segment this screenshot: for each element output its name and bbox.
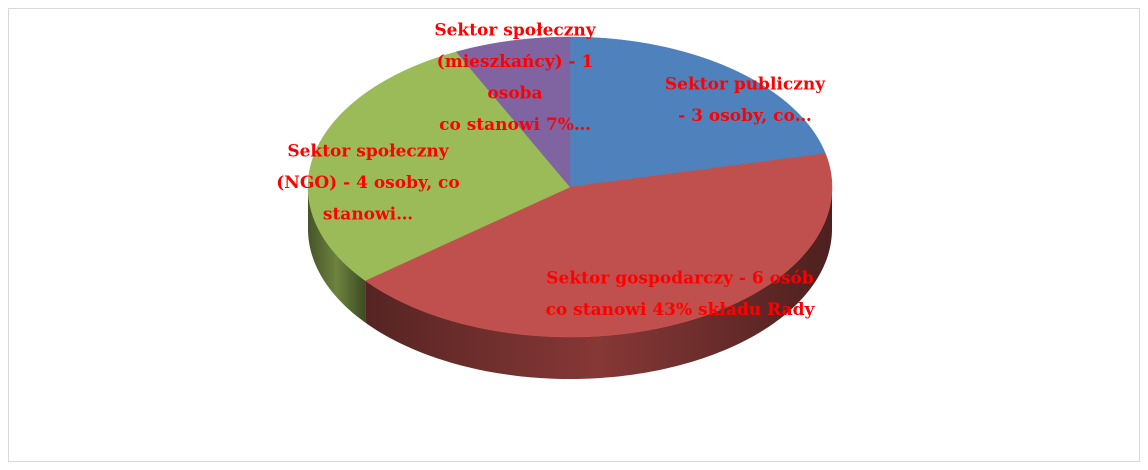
slice [455, 36, 571, 188]
data-label: Sektor gospodarczy - 6 osób [546, 269, 814, 289]
data-label: - 3 osoby, co… [678, 106, 812, 126]
data-label: osoba [487, 84, 542, 104]
slice [307, 51, 571, 281]
slice [569, 36, 826, 188]
data-label: (NGO) - 4 osoby, co [276, 173, 460, 193]
data-label: Sektor społeczny [287, 142, 449, 162]
data-label: Sektor społeczny [434, 21, 596, 41]
slice-side [308, 187, 366, 323]
slice [364, 153, 833, 338]
data-label: Sektor publiczny [665, 75, 826, 95]
data-label: (mieszkańcy) - 1 [437, 52, 594, 72]
data-label: stanowi… [323, 205, 413, 225]
data-label: co stanowi 7%… [439, 115, 591, 135]
slice-side [365, 187, 832, 379]
data-label: co stanowi 43% składu Rady [546, 300, 816, 320]
